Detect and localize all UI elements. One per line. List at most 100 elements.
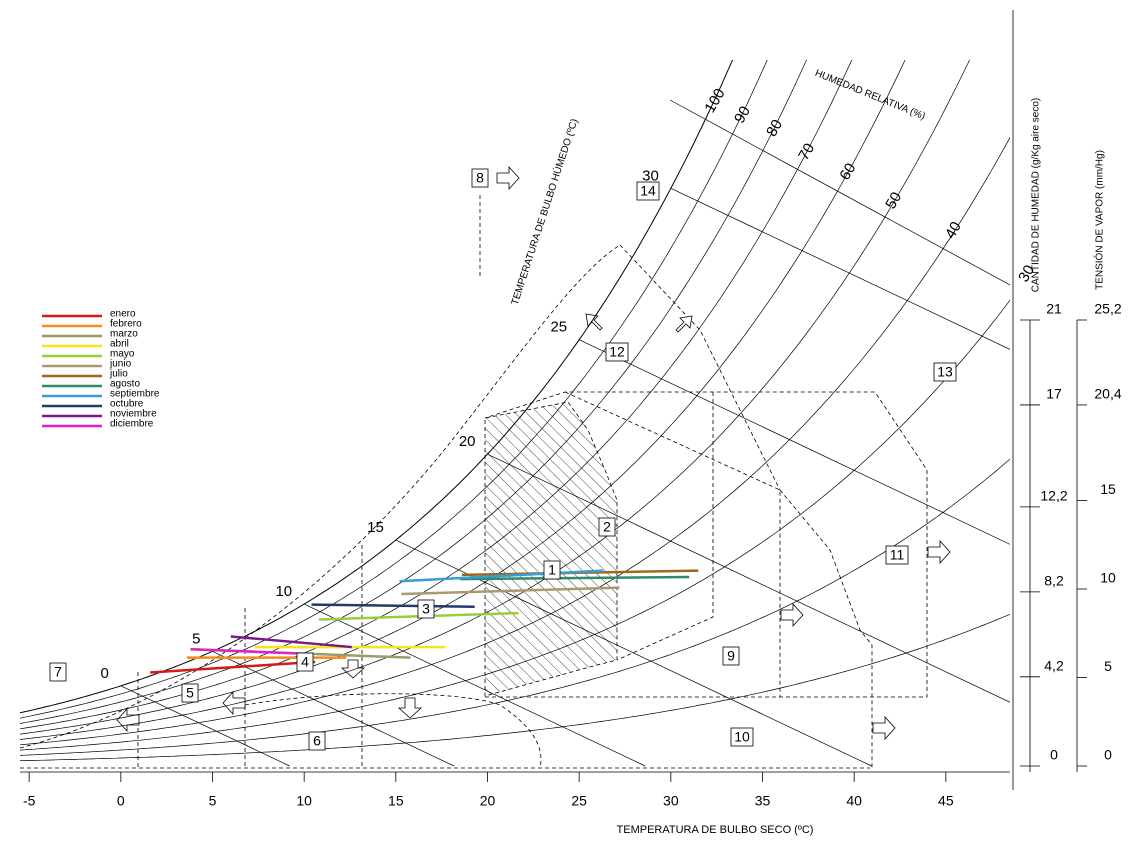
rh-curve: [20, 60, 906, 735]
rh-curve: [20, 299, 1010, 751]
rh-label: 40: [942, 219, 965, 242]
arrow: [116, 707, 140, 733]
wet-bulb-label: 15: [367, 519, 384, 536]
legend-label: octubre: [110, 399, 144, 410]
rh-curve: [20, 60, 734, 714]
legend-label: mayo: [110, 349, 135, 360]
month-line: [150, 660, 316, 674]
rh-curve: [20, 60, 807, 724]
month-line: [401, 586, 620, 596]
zone-label: 8: [476, 170, 484, 186]
y-tick-label: 17: [1046, 386, 1062, 402]
zone-box: [471, 168, 489, 188]
zone-outline: [244, 693, 542, 769]
zone-outline: [19, 244, 621, 749]
zone-label: 11: [890, 547, 905, 563]
y-tick-label: 4,2: [1044, 658, 1064, 674]
arrow: [496, 165, 520, 191]
zone-label: 14: [640, 183, 656, 199]
x-tick-label: 5: [209, 793, 217, 809]
month-line: [459, 575, 690, 581]
zone-box: [543, 560, 561, 580]
x-tick-label: 25: [571, 793, 587, 809]
arrow: [222, 690, 246, 716]
zone-box: [296, 652, 314, 672]
zone-box: [730, 727, 754, 747]
zone-box: [933, 362, 957, 382]
rh-label: 60: [836, 160, 859, 183]
legend-label: marzo: [110, 329, 138, 340]
month-line: [399, 569, 604, 583]
rh-label: 30: [1015, 262, 1038, 285]
wet-bulb-label: 25: [550, 319, 567, 336]
x-tick-label: 10: [296, 793, 312, 809]
zone-outline: [616, 392, 714, 661]
rh-label: 100: [701, 86, 728, 116]
zone-label: 1: [548, 562, 556, 578]
arrow: [397, 697, 423, 719]
wet-bulb-label: 30: [642, 167, 659, 184]
zone-box: [417, 599, 435, 619]
rh-label: 90: [731, 103, 754, 126]
y2-tick-label: 15: [1100, 481, 1116, 497]
month-line: [230, 635, 352, 649]
arrow: [780, 602, 804, 628]
legend-label: julio: [109, 369, 128, 380]
x-tick-label: 0: [117, 793, 125, 809]
month-line: [190, 647, 297, 655]
zone-outline: [484, 391, 928, 698]
wet-bulb-line: [120, 685, 290, 767]
y2-tick-label: 25,2: [1094, 301, 1121, 317]
month-line: [311, 603, 475, 608]
arrow: [340, 659, 366, 679]
x-tick-label: 40: [846, 793, 862, 809]
zone-box: [598, 517, 616, 537]
x-axis-title: TEMPERATURA DE BULBO SECO (ºC): [617, 824, 814, 836]
y2-tick-label: 20,4: [1094, 386, 1121, 402]
zone-label: 5: [186, 685, 194, 701]
zone-label: 12: [609, 344, 625, 360]
rh-label: 80: [763, 117, 786, 140]
y-tick-label: 8,2: [1044, 573, 1064, 589]
x-tick-label: -5: [23, 793, 36, 809]
zone-label: 6: [313, 733, 321, 749]
rh-label-line: [669, 99, 1011, 286]
wet-bulb-label: 0: [100, 665, 108, 682]
rh-label: 70: [795, 140, 818, 163]
legend-label: abril: [110, 339, 129, 350]
y-axis-title: CANTIDAD DE HUMEDAD (g/Kg aire seco): [1031, 98, 1042, 292]
legend-label: diciembre: [110, 419, 154, 430]
zone-outline: [779, 489, 873, 768]
y-tick-label: 0: [1050, 747, 1058, 763]
x-tick-label: 20: [480, 793, 496, 809]
rh-curve: [20, 136, 1010, 746]
wet-bulb-line: [670, 187, 1010, 350]
wet-bulb-line: [487, 453, 1010, 703]
arrow: [675, 315, 693, 333]
arrow: [872, 715, 896, 741]
zone-label: 13: [937, 364, 953, 380]
legend-label: febrero: [110, 319, 142, 330]
rh-curve: [20, 458, 1010, 756]
legend-label: agosto: [110, 379, 140, 390]
arrow: [585, 313, 603, 331]
x-tick-label: 35: [755, 793, 771, 809]
y-tick-label: 21: [1046, 301, 1062, 317]
zone-box: [181, 683, 199, 703]
arrow: [927, 539, 951, 565]
legend-label: septiembre: [110, 389, 160, 400]
wet-bulb-line: [579, 339, 1010, 545]
rh-curve: [20, 60, 970, 740]
legend-label: enero: [110, 309, 136, 320]
rh-label: 50: [882, 189, 905, 212]
zone-label: 4: [301, 654, 309, 670]
wet-bulb-line: [304, 603, 646, 767]
zone-label: 9: [727, 648, 735, 664]
zone-box: [636, 181, 660, 201]
arrows: [116, 165, 951, 741]
x-tick-label: 30: [663, 793, 679, 809]
zone-label: 2: [603, 519, 611, 535]
y2-tick-label: 0: [1104, 747, 1112, 763]
rh-title: HUMEDAD RELATIVA (%): [813, 68, 927, 122]
